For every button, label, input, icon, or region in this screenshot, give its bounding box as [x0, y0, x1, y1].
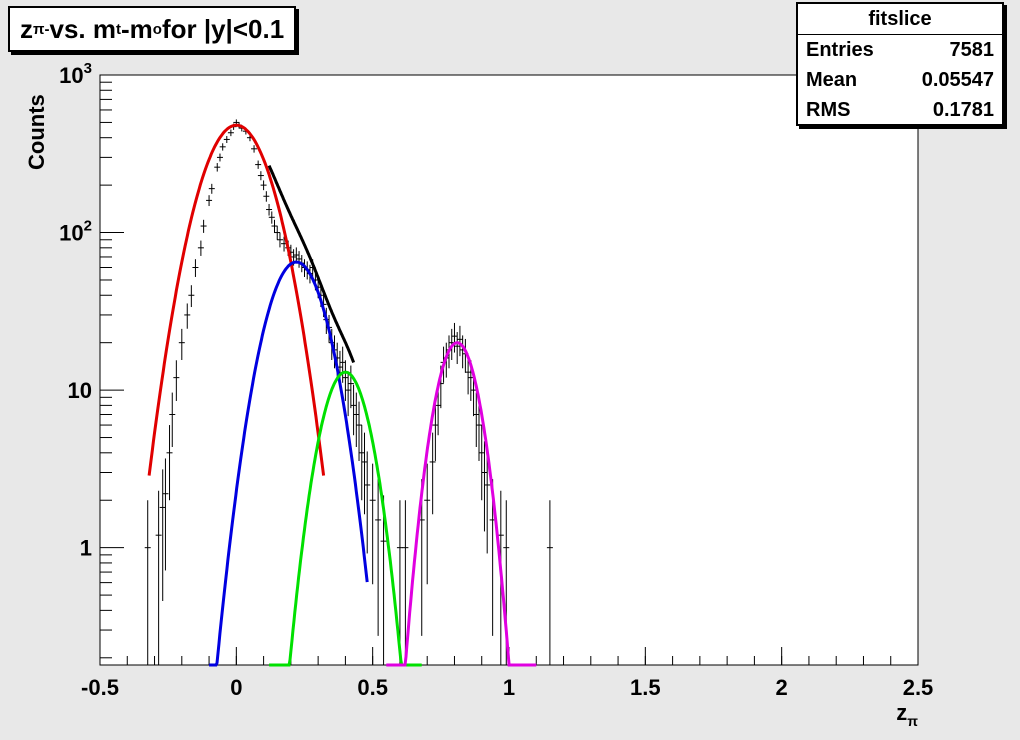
data-point: [481, 441, 488, 532]
data-point: [178, 328, 185, 360]
data-point: [274, 226, 281, 240]
data-points: [144, 119, 553, 665]
data-point: [251, 145, 258, 153]
stats-row-mean: Mean 0.05547: [798, 65, 1002, 95]
data-point: [206, 195, 213, 207]
data-point: [166, 425, 173, 501]
chart-title: z π- vs. m t -m o for |y|<0.1: [8, 6, 297, 52]
stats-title: fitslice: [798, 4, 1002, 35]
data-point: [276, 232, 283, 248]
fit-curve: [267, 164, 356, 363]
y-tick-label: 102: [59, 218, 92, 246]
x-tick-label: -0.5: [81, 675, 119, 700]
y-axis-title: Counts: [24, 94, 49, 170]
data-point: [155, 490, 162, 665]
fit-curves: [147, 123, 537, 667]
data-point: [369, 463, 376, 585]
x-tick-label: 0: [230, 675, 242, 700]
data-point: [192, 259, 199, 277]
data-point: [380, 495, 387, 665]
data-point: [375, 479, 382, 636]
data-point: [339, 346, 346, 383]
data-point: [184, 303, 191, 329]
x-axis-title: zπ: [896, 700, 918, 729]
data-point: [358, 425, 365, 501]
data-point: [451, 322, 458, 353]
data-point: [484, 451, 491, 554]
data-point: [260, 180, 267, 191]
stats-box: fitslice Entries 7581 Mean 0.05547 RMS 0…: [796, 2, 1004, 126]
data-point: [271, 219, 278, 233]
data-point: [347, 365, 354, 409]
stats-value: 7581: [949, 39, 995, 61]
data-point: [188, 285, 195, 308]
x-tick-label: 1.5: [630, 675, 661, 700]
data-point: [173, 360, 180, 401]
data-point: [200, 219, 207, 233]
data-point: [266, 203, 273, 216]
fit-curve: [269, 370, 422, 667]
fit-curve: [147, 123, 326, 476]
data-point: [263, 191, 270, 202]
data-point: [356, 401, 363, 461]
data-point: [353, 392, 360, 448]
stats-value: 0.05547: [921, 69, 994, 91]
x-tick-label: 2: [776, 675, 788, 700]
data-point: [296, 251, 303, 268]
y-tick-label: 1: [80, 536, 92, 561]
data-point: [454, 332, 461, 365]
data-point: [162, 458, 169, 571]
data-point: [456, 325, 463, 357]
stats-label: Entries: [806, 39, 874, 61]
data-point: [473, 392, 480, 448]
data-point: [208, 183, 215, 194]
data-point: [361, 432, 368, 515]
y-tick-label: 10: [68, 378, 92, 403]
stats-row-entries: Entries 7581: [798, 35, 1002, 65]
data-point: [214, 163, 221, 172]
data-point: [223, 136, 230, 143]
stats-label: RMS: [806, 99, 851, 121]
fit-curve: [209, 260, 369, 667]
data-point: [159, 469, 166, 602]
data-point: [424, 463, 431, 585]
data-point: [216, 153, 223, 162]
tick-labels: -0.5 0 0.5 1 1.5 2 2.5 1 10 102 103: [59, 60, 933, 700]
data-point: [219, 143, 226, 151]
data-point: [255, 160, 262, 169]
stats-value: 0.1781: [932, 99, 994, 121]
data-point: [197, 240, 204, 256]
stats-label: Mean: [806, 69, 858, 91]
data-point: [169, 392, 176, 448]
fit-curve: [386, 341, 537, 667]
data-point: [350, 384, 357, 436]
data-point: [476, 401, 483, 461]
data-point: [432, 401, 439, 461]
data-point: [364, 451, 371, 554]
x-tick-label: 1: [503, 675, 515, 700]
data-point: [345, 371, 352, 417]
data-point: [342, 360, 349, 401]
x-tick-label: 0.5: [357, 675, 388, 700]
data-point: [257, 171, 264, 181]
plot-frame: [99, 74, 919, 666]
x-tick-label: 2.5: [903, 675, 934, 700]
data-point: [144, 500, 151, 665]
data-point: [465, 355, 472, 395]
data-point: [478, 425, 485, 501]
data-point: [402, 500, 409, 665]
data-point: [227, 129, 234, 137]
data-point: [546, 500, 553, 665]
data-point: [268, 211, 275, 224]
y-tick-label: 103: [59, 60, 92, 88]
stats-row-rms: RMS 0.1781: [798, 95, 1002, 125]
data-point: [429, 432, 436, 515]
